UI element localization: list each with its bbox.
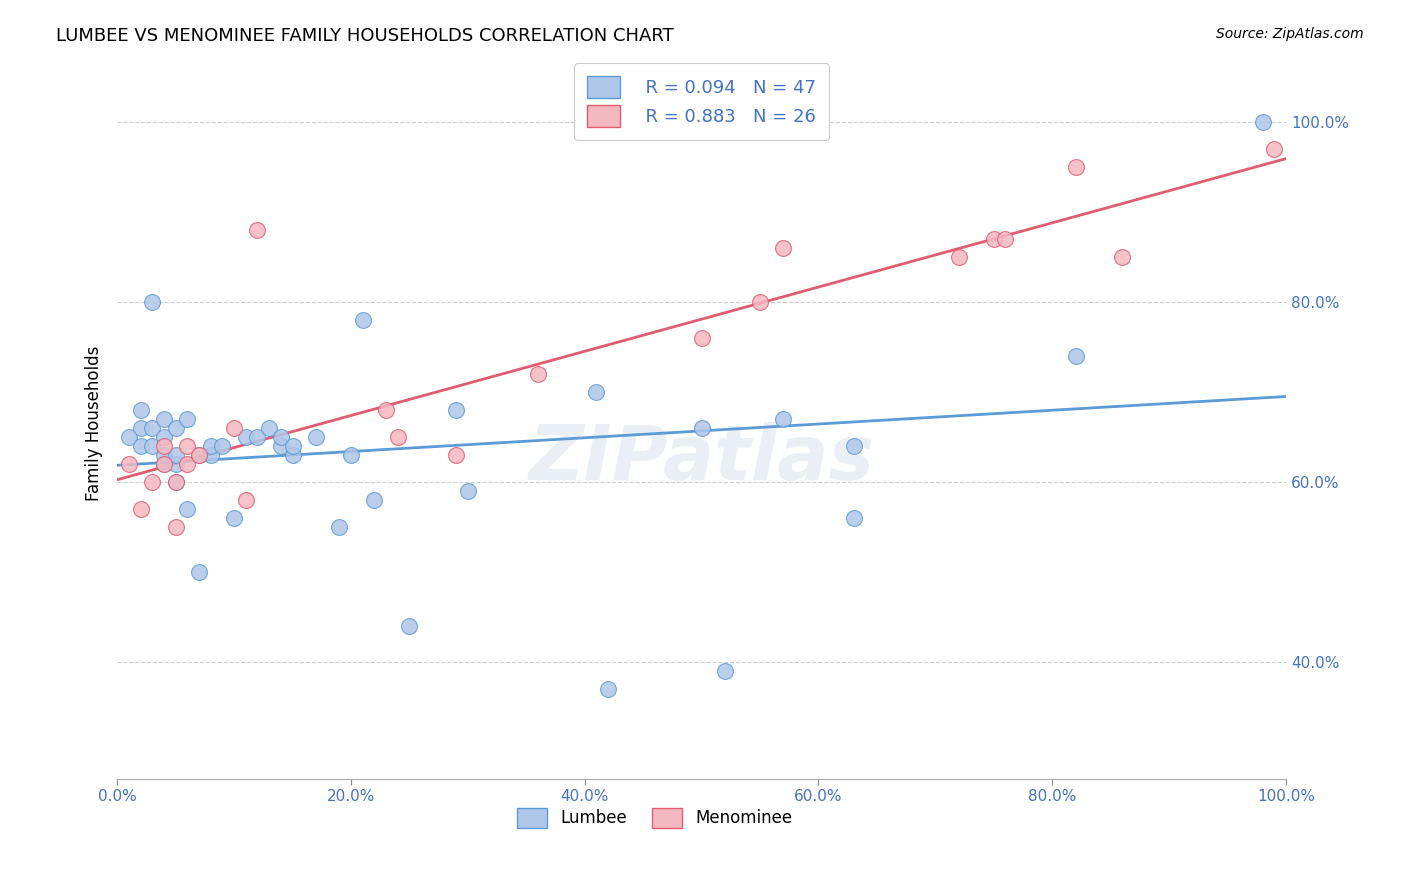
Point: [118, 430, 141, 444]
Point: [141, 421, 163, 435]
Point: [983, 232, 1005, 246]
Point: [141, 295, 163, 310]
Point: [176, 412, 198, 426]
Point: [141, 439, 163, 453]
Point: [772, 241, 794, 255]
Point: [363, 493, 385, 508]
Point: [270, 430, 292, 444]
Point: [153, 457, 176, 471]
Point: [153, 457, 176, 471]
Point: [176, 457, 198, 471]
Point: [340, 448, 363, 462]
Text: ZIPatlas: ZIPatlas: [529, 422, 875, 496]
Point: [281, 439, 304, 453]
Point: [596, 681, 619, 696]
Point: [328, 520, 350, 534]
Point: [153, 439, 176, 453]
Point: [714, 664, 737, 678]
Point: [352, 313, 374, 327]
Point: [281, 448, 304, 462]
Point: [994, 232, 1017, 246]
Legend: Lumbee, Menominee: Lumbee, Menominee: [510, 801, 799, 835]
Point: [246, 223, 269, 237]
Point: [200, 448, 222, 462]
Point: [118, 457, 141, 471]
Point: [749, 295, 772, 310]
Point: [457, 484, 479, 499]
Point: [165, 520, 187, 534]
Point: [211, 439, 233, 453]
Y-axis label: Family Households: Family Households: [86, 346, 103, 501]
Point: [1251, 115, 1274, 129]
Point: [165, 421, 187, 435]
Point: [188, 448, 211, 462]
Point: [165, 475, 187, 490]
Point: [176, 439, 198, 453]
Point: [527, 368, 550, 382]
Point: [375, 403, 398, 417]
Point: [257, 421, 280, 435]
Point: [176, 502, 198, 516]
Point: [305, 430, 328, 444]
Point: [398, 619, 420, 633]
Point: [1064, 161, 1087, 175]
Point: [444, 403, 467, 417]
Point: [235, 493, 257, 508]
Point: [585, 385, 607, 400]
Point: [1064, 349, 1087, 363]
Point: [129, 403, 152, 417]
Point: [153, 412, 176, 426]
Point: [129, 502, 152, 516]
Point: [948, 251, 970, 265]
Point: [1263, 143, 1285, 157]
Point: [188, 565, 211, 579]
Point: [842, 511, 865, 525]
Point: [165, 448, 187, 462]
Point: [772, 412, 794, 426]
Point: [165, 457, 187, 471]
Point: [270, 439, 292, 453]
Point: [222, 421, 245, 435]
Point: [165, 475, 187, 490]
Point: [842, 439, 865, 453]
Point: [153, 448, 176, 462]
Point: [690, 421, 713, 435]
Point: [444, 448, 467, 462]
Point: [188, 448, 211, 462]
Point: [387, 430, 409, 444]
Point: [129, 439, 152, 453]
Point: [235, 430, 257, 444]
Point: [129, 421, 152, 435]
Point: [222, 511, 245, 525]
Point: [141, 475, 163, 490]
Point: [153, 430, 176, 444]
Text: LUMBEE VS MENOMINEE FAMILY HOUSEHOLDS CORRELATION CHART: LUMBEE VS MENOMINEE FAMILY HOUSEHOLDS CO…: [56, 27, 673, 45]
Point: [246, 430, 269, 444]
Point: [200, 439, 222, 453]
Text: Source: ZipAtlas.com: Source: ZipAtlas.com: [1216, 27, 1364, 41]
Point: [690, 331, 713, 345]
Point: [1111, 251, 1133, 265]
